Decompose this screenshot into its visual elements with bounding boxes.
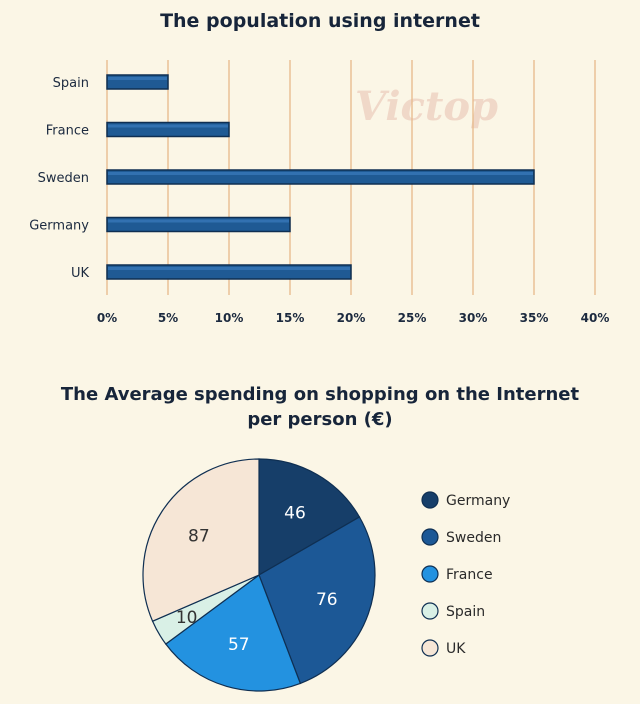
x-tick-label: 25% xyxy=(398,311,427,325)
slice-sweden xyxy=(258,516,376,685)
legend-label: France xyxy=(446,567,493,583)
pie-chart-title: The Average spending on shopping on the … xyxy=(0,382,640,432)
slice-value-label: 10 xyxy=(176,608,198,628)
slice-value-label: 76 xyxy=(316,590,338,610)
x-tick-label: 10% xyxy=(215,311,244,325)
category-label: Germany xyxy=(29,219,89,234)
legend-swatch xyxy=(421,639,439,657)
legend-swatch xyxy=(421,602,439,620)
bar-highlight xyxy=(108,124,228,128)
slice-value-label: 57 xyxy=(228,635,250,655)
category-label: France xyxy=(46,124,89,139)
x-tick-label: 5% xyxy=(158,311,178,325)
bar-highlight xyxy=(108,267,350,270)
x-tick-label: 40% xyxy=(581,311,610,325)
bar-chart-title: The population using internet xyxy=(160,10,480,32)
category-label: Sweden xyxy=(38,171,89,186)
slice-uk xyxy=(142,458,260,623)
legend-swatch xyxy=(421,528,439,546)
x-tick-label: 0% xyxy=(97,311,117,325)
slice-france xyxy=(164,574,302,692)
bar-highlight xyxy=(108,219,289,223)
pie-title-line2: per person (€) xyxy=(247,409,393,430)
x-tick-label: 35% xyxy=(520,311,549,325)
pie-title-line1: The Average spending on shopping on the … xyxy=(60,384,580,405)
x-tick-label: 30% xyxy=(459,311,488,325)
legend-label: Germany xyxy=(446,493,510,509)
category-label: UK xyxy=(71,266,90,281)
legend-label: Spain xyxy=(446,604,485,620)
bar-highlight xyxy=(108,172,533,175)
slice-value-label: 46 xyxy=(284,504,306,524)
slice-germany xyxy=(258,458,361,577)
x-tick-label: 20% xyxy=(337,311,366,325)
legend-label: Sweden xyxy=(446,530,501,546)
slice-value-label: 87 xyxy=(188,527,210,547)
slice-spain xyxy=(151,574,260,645)
bar-chart: Victop Spain France Sweden Germany UK 0% 5% 10… xyxy=(29,60,610,325)
watermark-logo: Victop xyxy=(355,83,498,130)
legend-swatch xyxy=(421,565,439,583)
bar-highlight xyxy=(108,77,167,80)
x-tick-label: 15% xyxy=(276,311,305,325)
legend-label: UK xyxy=(446,641,466,657)
category-label: Spain xyxy=(53,76,89,91)
legend-swatch xyxy=(421,491,439,509)
